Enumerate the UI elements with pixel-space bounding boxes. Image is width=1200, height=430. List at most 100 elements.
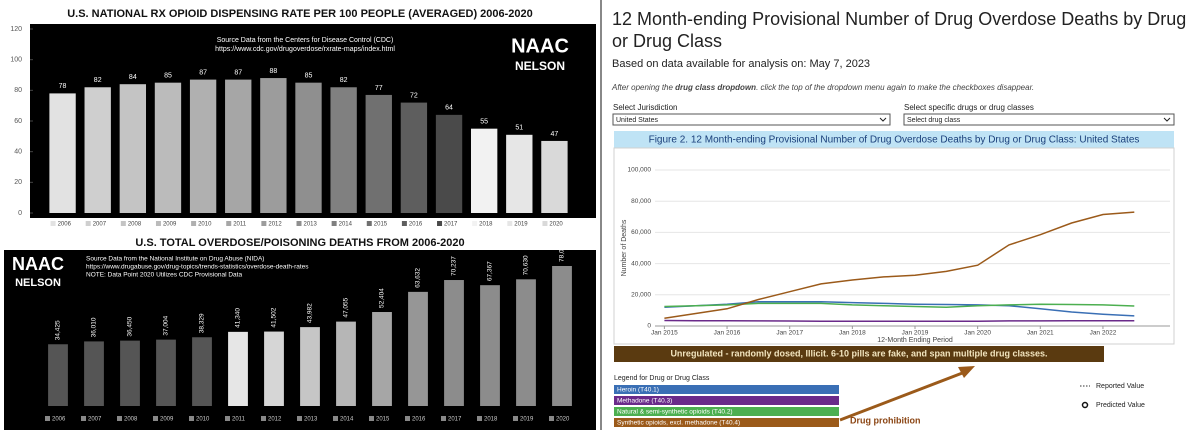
legend-swatch: [441, 416, 446, 421]
legend-label: 2008: [124, 417, 138, 423]
dropdown[interactable]: [903, 113, 1175, 126]
bar: [336, 321, 356, 406]
legend-swatch: [261, 221, 267, 226]
logo: NELSON: [515, 59, 565, 73]
annotation-arrowhead: [958, 366, 975, 378]
subtitle: NOTE: Data Point 2020 Utilizes CDC Provi…: [86, 272, 242, 279]
bar: [480, 285, 500, 406]
legend-swatch: [296, 221, 302, 226]
data-date: Based on data available for analysis on:…: [612, 58, 871, 70]
value-label: 43,982: [307, 303, 314, 323]
legend-swatch: [155, 221, 161, 226]
bar: [400, 102, 428, 213]
dropdown-arrow: [879, 117, 887, 122]
legend-swatch: [614, 407, 839, 416]
legend-swatch: [542, 221, 548, 226]
legend-swatch: [189, 416, 194, 421]
legend-swatch: [333, 416, 338, 421]
legend-label: 2012: [268, 417, 282, 423]
logo: NAAC: [511, 35, 569, 57]
x-tick-label: Jan 2019: [902, 330, 929, 337]
legend-swatch: [331, 221, 337, 226]
value-label: 78: [59, 83, 67, 90]
legend-swatch: [261, 416, 266, 421]
legend-label: 2019: [514, 222, 528, 228]
x-tick-label: Jan 2018: [839, 330, 866, 337]
value-label: 38,329: [199, 313, 206, 333]
legend-label: 2015: [376, 417, 390, 423]
legend-label: 2014: [339, 222, 353, 228]
y-tick-label: 60: [14, 118, 22, 125]
legend-swatch: [120, 221, 126, 226]
bar: [470, 128, 498, 213]
bar: [154, 82, 182, 214]
y-tick-label: 80: [14, 87, 22, 94]
bar: [365, 94, 392, 213]
y-tick-label: 20: [14, 179, 22, 186]
legend-label: 2007: [88, 417, 102, 423]
bar: [552, 266, 572, 406]
legend-label: 2011: [232, 417, 246, 423]
legend-label: Synthetic opioids, excl. methadone (T40.…: [617, 420, 740, 427]
legend-swatch: [117, 416, 122, 421]
bar: [516, 279, 536, 406]
legend-label: 2018: [479, 222, 493, 228]
legend-label: 2018: [484, 417, 498, 423]
legend-swatch: [225, 416, 230, 421]
legend-swatch: [191, 221, 197, 226]
legend-label: 2019: [520, 417, 534, 423]
legend-swatch: [513, 416, 518, 421]
value-label: 64: [445, 105, 453, 112]
value-label: 85: [164, 73, 172, 80]
y-tick-label: 60,000: [631, 229, 651, 236]
legend-swatch: [401, 221, 407, 226]
legend-marker: [1081, 401, 1089, 409]
bar: [189, 79, 217, 213]
value-label: 36,450: [127, 316, 134, 336]
subtitle: Source Data from the Centers for Disease…: [217, 37, 394, 44]
bar: [156, 339, 176, 406]
dropdown-label: Select specific drugs or drug classes: [904, 103, 1034, 112]
legend-label: 2008: [128, 222, 142, 228]
legend-title: Legend for Drug or Drug Class: [614, 375, 710, 382]
legend-label: 2012: [268, 222, 282, 228]
legend-label: 2006: [52, 417, 66, 423]
bar: [408, 291, 428, 406]
value-label: 51: [515, 125, 523, 132]
y-tick-label: 120: [10, 26, 22, 33]
legend-label: Reported Value: [1096, 383, 1144, 390]
series-line: [664, 211, 1135, 319]
legend-swatch: [614, 418, 839, 427]
bar: [300, 327, 320, 406]
legend-label: Heroin (T40.1): [617, 387, 659, 394]
value-label: 41,502: [271, 307, 278, 327]
bar: [330, 87, 357, 213]
subtitle: Source Data from the National Institute …: [86, 256, 264, 263]
bar: [260, 78, 287, 213]
y-tick-label: 40: [14, 149, 22, 156]
legend-swatch: [477, 416, 482, 421]
instruction: After opening the drug class dropdown. c…: [611, 83, 1034, 92]
legend-label: 2016: [409, 222, 423, 228]
dropdown-value: Select drug class: [907, 117, 961, 124]
legend-swatch: [153, 416, 158, 421]
y-tick-label: 0: [647, 323, 651, 330]
legend-label: 2017: [448, 417, 462, 423]
legend-label: 2014: [340, 417, 354, 423]
x-tick-label: Jan 2020: [964, 330, 991, 337]
annotation-arrow: [839, 370, 966, 422]
annotation: Drug prohibition: [850, 415, 920, 425]
x-axis-label: 12-Month Ending Period: [877, 337, 953, 344]
y-tick-label: 40,000: [631, 260, 651, 267]
legend-swatch: [50, 221, 56, 226]
dropdown-arrow: [1163, 117, 1171, 122]
value-label: 82: [340, 77, 348, 84]
legend-swatch: [297, 416, 302, 421]
legend-label: 2016: [412, 417, 426, 423]
bar: [506, 134, 533, 213]
value-label: 55: [480, 119, 488, 126]
dropdown[interactable]: [612, 113, 891, 126]
legend-swatch: [226, 221, 232, 226]
